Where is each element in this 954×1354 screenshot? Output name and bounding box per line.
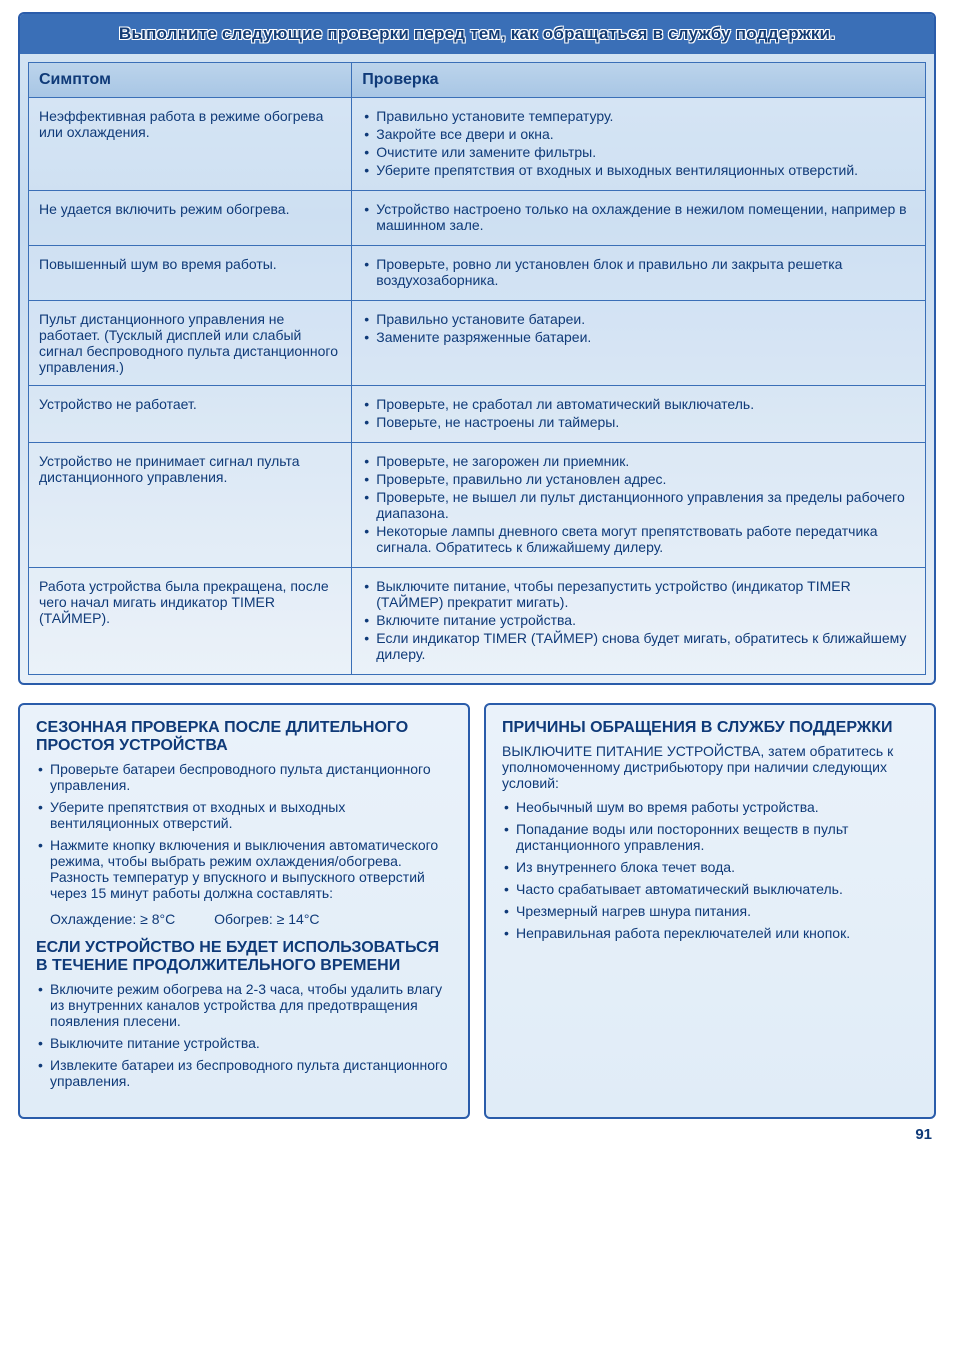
list-item: Уберите препятствия от входных и выходны…	[36, 799, 452, 831]
check-item: Проверьте, ровно ли установлен блок и пр…	[362, 256, 915, 288]
symptom-cell: Устройство не принимает сигнал пульта ди…	[28, 443, 351, 568]
col-check: Проверка	[351, 62, 926, 98]
list-item: Необычный шум во время работы устройства…	[502, 799, 918, 815]
check-cell: Выключите питание, чтобы перезапустить у…	[351, 568, 926, 675]
symptom-cell: Неэффективная работа в режиме обогрева и…	[28, 98, 351, 191]
check-item: Проверьте, не вышел ли пульт дистанционн…	[362, 489, 915, 521]
symptom-cell: Не удается включить режим обогрева.	[28, 191, 351, 246]
check-item: Очистите или замените фильтры.	[362, 144, 915, 160]
page-number: 91	[915, 1126, 932, 1143]
left-box: СЕЗОННАЯ ПРОВЕРКА ПОСЛЕ ДЛИТЕЛЬНОГО ПРОС…	[18, 703, 470, 1119]
left-h1: СЕЗОННАЯ ПРОВЕРКА ПОСЛЕ ДЛИТЕЛЬНОГО ПРОС…	[36, 719, 452, 755]
list-item: Выключите питание устройства.	[36, 1035, 452, 1051]
symptom-cell: Пульт дистанционного управления не работ…	[28, 301, 351, 386]
list-item: Часто срабатывает автоматический выключа…	[502, 881, 918, 897]
check-cell: Правильно установите батареи. Замените ра…	[351, 301, 926, 386]
check-item: Включите питание устройства.	[362, 612, 915, 628]
check-item: Правильно установите температуру.	[362, 108, 915, 124]
right-box: ПРИЧИНЫ ОБРАЩЕНИЯ В СЛУЖБУ ПОДДЕРЖКИ ВЫК…	[484, 703, 936, 1119]
check-item: Правильно установите батареи.	[362, 311, 915, 327]
list-item: Чрезмерный нагрев шнура питания.	[502, 903, 918, 919]
check-item: Проверьте, правильно ли установлен адрес…	[362, 471, 915, 487]
check-item: Замените разряженные батареи.	[362, 329, 915, 345]
left-h2: ЕСЛИ УСТРОЙСТВО НЕ БУДЕТ ИСПОЛЬЗОВАТЬСЯ …	[36, 939, 452, 975]
check-item: Закройте все двери и окна.	[362, 126, 915, 142]
list-item: Неправильная работа переключателей или к…	[502, 925, 918, 941]
symptom-cell: Работа устройства была прекращена, после…	[28, 568, 351, 675]
check-item: Уберите препятствия от входных и выходны…	[362, 162, 915, 178]
check-item: Выключите питание, чтобы перезапустить у…	[362, 578, 915, 610]
symptom-cell: Повышенный шум во время работы.	[28, 246, 351, 301]
check-item: Проверьте, не загорожен ли приемник.	[362, 453, 915, 469]
troubleshooting-table: Симптом Проверка Неэффективная работа в …	[28, 62, 926, 675]
check-item: Некоторые лампы дневного света могут пре…	[362, 523, 915, 555]
list-item: Проверьте батареи беспроводного пульта д…	[36, 761, 452, 793]
symptom-cell: Устройство не работает.	[28, 386, 351, 443]
right-h1: ПРИЧИНЫ ОБРАЩЕНИЯ В СЛУЖБУ ПОДДЕРЖКИ	[502, 719, 918, 737]
list-item: Извлеките батареи из беспроводного пульт…	[36, 1057, 452, 1089]
list-item: Попадание воды или посторонних веществ в…	[502, 821, 918, 853]
check-item: Если индикатор TIMER (ТАЙМЕР) снова буде…	[362, 630, 915, 662]
list-item: Из внутреннего блока течет вода.	[502, 859, 918, 875]
left-tail: Охлаждение: ≥ 8°C Обогрев: ≥ 14°C	[36, 911, 452, 927]
check-cell: Устройство настроено только на охлаждени…	[351, 191, 926, 246]
check-item: Поверьте, не настроены ли таймеры.	[362, 414, 915, 430]
header-text: Выполните следующие проверки перед тем, …	[119, 24, 835, 43]
check-item: Проверьте, не сработал ли автоматический…	[362, 396, 915, 412]
check-cell: Правильно установите температуру. Закройт…	[351, 98, 926, 191]
check-cell: Проверьте, ровно ли установлен блок и пр…	[351, 246, 926, 301]
check-cell: Проверьте, не сработал ли автоматический…	[351, 386, 926, 443]
list-item: Нажмите кнопку включения и выключения ав…	[36, 837, 452, 901]
troubleshooting-header: Выполните следующие проверки перед тем, …	[20, 14, 934, 54]
list-item: Включите режим обогрева на 2-3 часа, что…	[36, 981, 452, 1029]
check-item: Устройство настроено только на охлаждени…	[362, 201, 915, 233]
right-intro: ВЫКЛЮЧИТЕ ПИТАНИЕ УСТРОЙСТВА, затем обра…	[502, 743, 918, 791]
check-cell: Проверьте, не загорожен ли приемник. Пров…	[351, 443, 926, 568]
col-symptom: Симптом	[28, 62, 351, 98]
troubleshooting-box: Выполните следующие проверки перед тем, …	[18, 12, 936, 685]
